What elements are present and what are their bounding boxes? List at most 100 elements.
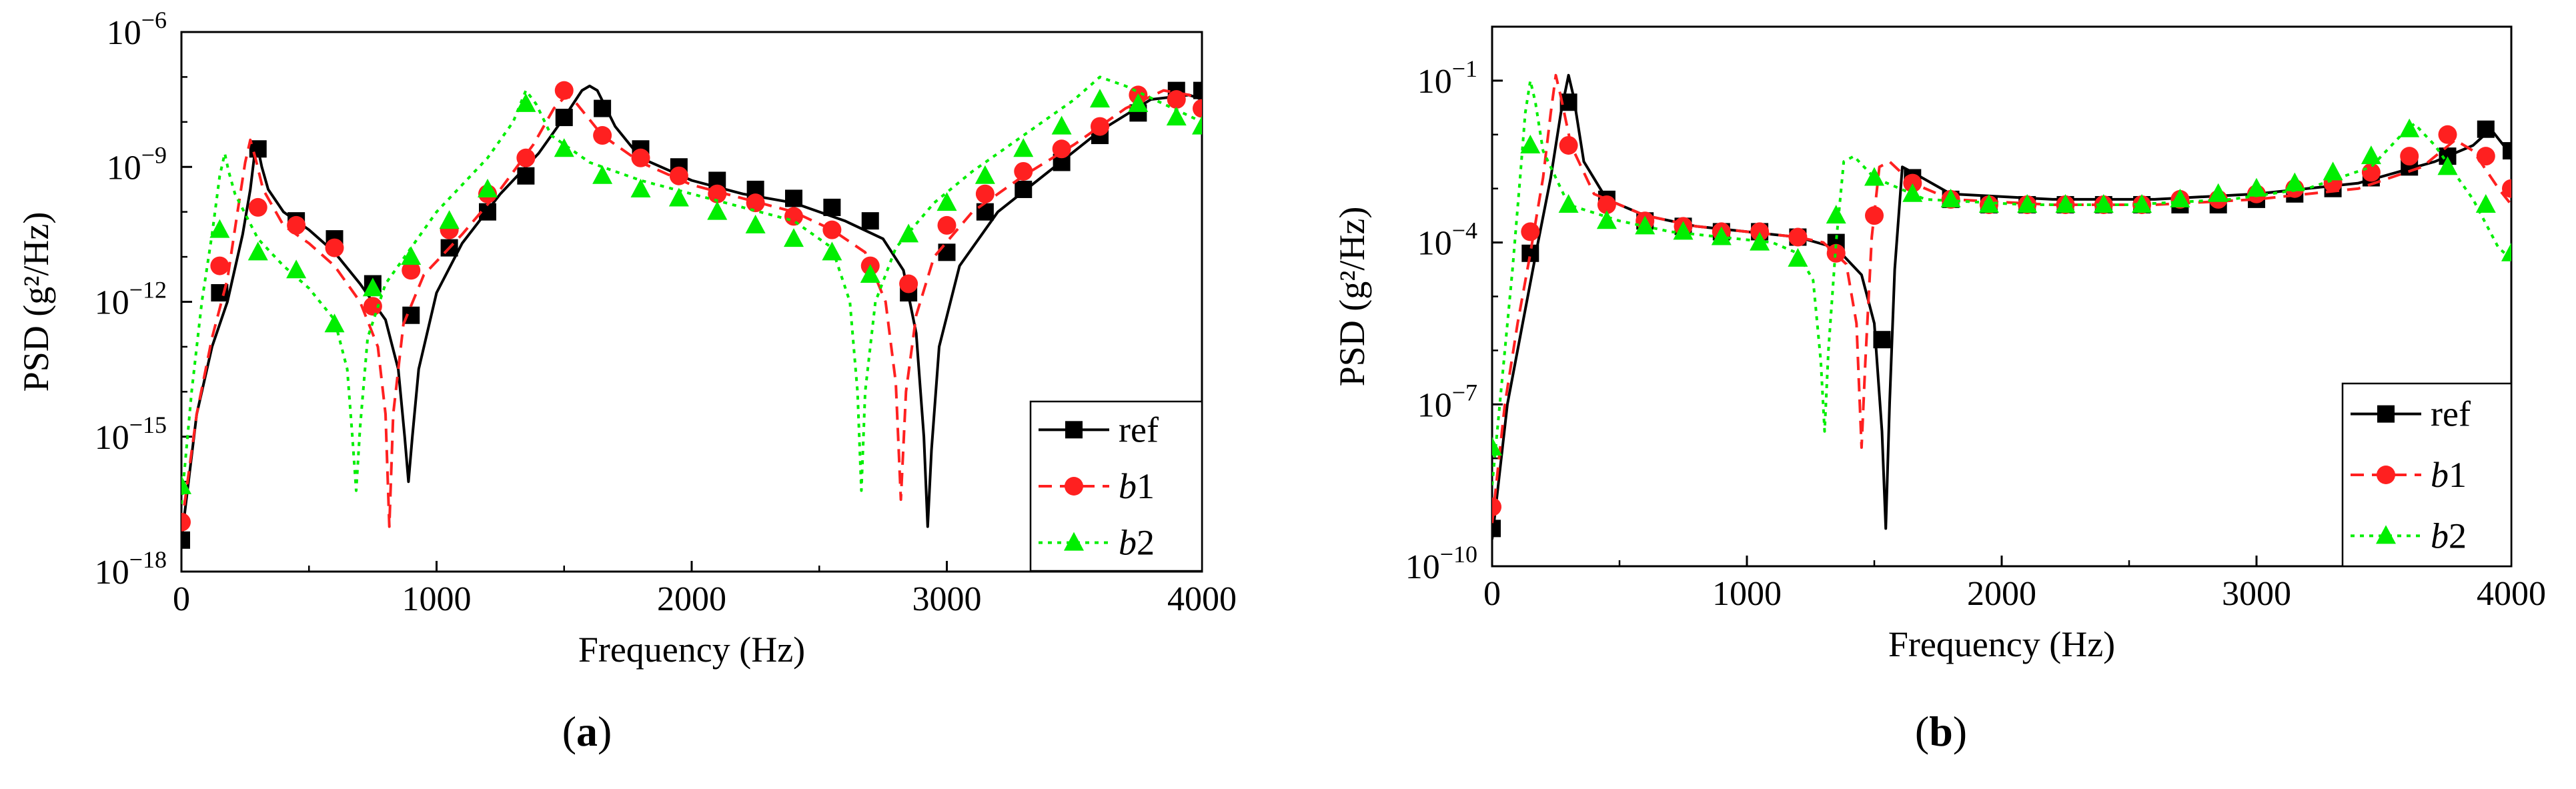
- marker-ref: [594, 99, 612, 117]
- marker-b1: [2400, 147, 2419, 166]
- marker-b1: [1826, 243, 1846, 263]
- y-axis-title: PSD (g²/Hz): [1332, 207, 1372, 387]
- x-tick-label: 2000: [657, 580, 726, 618]
- marker-b2: [2055, 193, 2076, 213]
- legend-marker-b1: [1065, 477, 1083, 496]
- marker-b2: [1635, 215, 1656, 235]
- marker-b2: [592, 165, 613, 184]
- marker-ref: [1015, 180, 1033, 198]
- panel-caption: (b): [1915, 708, 1967, 755]
- marker-b1: [631, 148, 650, 167]
- marker-b1: [708, 184, 727, 203]
- marker-b1: [210, 256, 229, 275]
- legend-label-italic: b: [2431, 455, 2449, 495]
- marker-b1: [287, 215, 306, 235]
- x-tick-label: 0: [173, 580, 190, 618]
- legend-label-suffix: 2: [2449, 516, 2467, 556]
- marker-ref: [2503, 142, 2511, 160]
- marker-b2: [1978, 193, 1999, 213]
- marker-b2: [362, 277, 383, 297]
- y-tick-base: 10: [107, 149, 141, 187]
- legend-label-italic: b: [1119, 523, 1137, 563]
- marker-b2: [1090, 89, 1110, 108]
- marker-b1: [1091, 117, 1109, 136]
- marker-b2: [286, 259, 307, 279]
- panel-caption: (a): [562, 708, 612, 755]
- marker-b2: [2361, 145, 2381, 165]
- y-tick-label: 10−6: [107, 7, 167, 52]
- y-tick-base: 10: [1417, 386, 1452, 424]
- marker-b2: [936, 192, 957, 211]
- legend-label-b2: b2: [2431, 516, 2467, 556]
- marker-b1: [554, 81, 574, 100]
- marker-b2: [554, 138, 574, 157]
- marker-b2: [2017, 193, 2038, 213]
- marker-b2: [2132, 193, 2152, 213]
- y-tick-exponent: −10: [1440, 541, 1477, 568]
- x-axis-title: Frequency (Hz): [1888, 624, 2115, 664]
- marker-b1: [1788, 227, 1808, 247]
- marker-b1: [1903, 173, 1922, 193]
- marker-b1: [181, 512, 191, 532]
- marker-b2: [181, 475, 191, 494]
- y-tick-label: 10−9: [107, 141, 167, 187]
- legend-label-suffix: 1: [2449, 455, 2467, 495]
- marker-b2: [668, 187, 689, 207]
- marker-b2: [2399, 118, 2420, 137]
- y-tick-exponent: −6: [141, 7, 167, 33]
- marker-b2: [822, 241, 842, 261]
- x-tick-label: 2000: [1967, 575, 2036, 613]
- marker-b1: [593, 126, 612, 145]
- marker-ref: [785, 189, 802, 207]
- caption-paren: ): [1953, 708, 1967, 755]
- caption-paren: (: [562, 708, 576, 755]
- y-tick-exponent: −15: [129, 412, 167, 438]
- marker-ref: [823, 198, 841, 216]
- y-axis-title: PSD (g²/Hz): [16, 212, 56, 392]
- y-tick-label: 10−15: [95, 412, 167, 457]
- marker-b2: [1788, 247, 1808, 267]
- marker-b1: [363, 297, 382, 316]
- legend-label-italic: b: [1119, 466, 1137, 506]
- marker-b1: [1597, 195, 1616, 214]
- marker-b2: [478, 178, 498, 197]
- marker-b1: [1865, 206, 1884, 225]
- series-b2: [181, 75, 1202, 505]
- marker-b2: [2170, 188, 2190, 207]
- y-tick-label: 10−1: [1417, 55, 1477, 101]
- marker-b1: [1750, 222, 1770, 241]
- y-tick-base: 10: [95, 419, 129, 457]
- plot-area: [181, 75, 1202, 549]
- panel-a: 0 1000 2000 3000 400010−1810−1510−1210−910−6…: [16, 7, 1237, 755]
- marker-ref: [555, 109, 573, 127]
- marker-b2: [401, 246, 422, 265]
- y-tick-exponent: −4: [1452, 217, 1477, 244]
- marker-ref: [1193, 81, 1202, 99]
- marker-ref: [861, 212, 879, 230]
- x-tick-label: 1000: [1712, 575, 1782, 613]
- marker-b2: [516, 93, 536, 112]
- y-tick-base: 10: [1417, 225, 1452, 263]
- series-line-b1: [181, 89, 1202, 528]
- x-tick-label: 1000: [402, 580, 472, 618]
- legend-label-b1: b1: [2431, 455, 2467, 495]
- legend-marker-b2: [1064, 532, 1084, 551]
- marker-ref: [938, 243, 956, 261]
- caption-letter: b: [1929, 708, 1953, 755]
- marker-b2: [2093, 193, 2114, 213]
- marker-ref: [517, 167, 535, 185]
- y-tick-label: 10−10: [1405, 541, 1477, 586]
- panel-b: 0 1000 2000 3000 400010−1010−710−410−1Freque…: [1332, 25, 2546, 755]
- y-tick-exponent: −18: [129, 546, 167, 573]
- marker-b1: [822, 220, 842, 239]
- marker-b1: [1193, 99, 1202, 118]
- marker-b2: [324, 313, 345, 333]
- series-line-b2: [181, 75, 1202, 505]
- y-tick-label: 10−12: [95, 277, 167, 322]
- marker-b2: [745, 214, 766, 233]
- marker-b1: [1167, 90, 1186, 109]
- marker-ref: [2477, 120, 2495, 138]
- y-tick-exponent: −12: [129, 277, 167, 303]
